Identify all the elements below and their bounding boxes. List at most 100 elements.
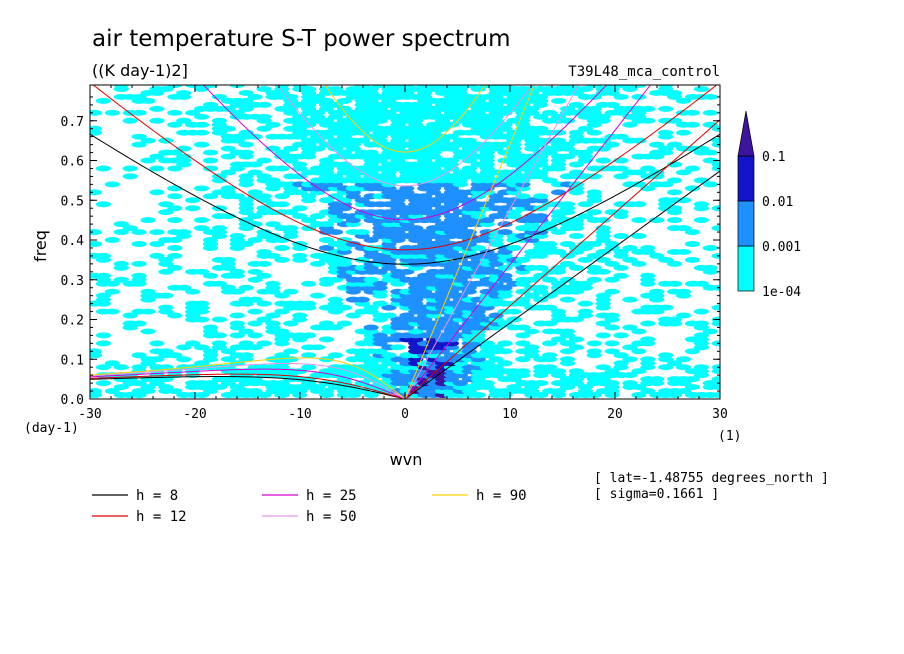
spectrum-cell [559, 260, 576, 267]
spectrum-cell [622, 296, 638, 303]
rossby-curve [90, 373, 406, 399]
spectrum-cell [711, 376, 720, 383]
spectrum-cell [220, 185, 236, 192]
spectrum-cell [149, 241, 165, 247]
spectrum-cell [131, 229, 147, 236]
spectrum-cell [381, 304, 397, 311]
spectrum-cell [301, 352, 317, 359]
spectrum-cell [318, 336, 335, 343]
spectrum-cell [318, 221, 335, 228]
colorbar-label: 0.001 [762, 240, 801, 255]
spectrum-cell [256, 340, 272, 347]
spectrum-cell [354, 197, 370, 204]
spectrum-cell [675, 312, 692, 319]
spectrum-cell [211, 332, 227, 339]
spectrum-cell [265, 121, 281, 128]
spectrum-cell [613, 233, 629, 240]
spectrum-cell [488, 344, 504, 351]
spectrum-cell [336, 304, 352, 311]
spectrum-cell [586, 276, 602, 283]
spectrum-cell [559, 348, 576, 355]
spectrum-cell [684, 185, 701, 192]
spectrum-cell [327, 229, 344, 236]
spectrum-cell [229, 332, 245, 339]
spectrum-cell [542, 320, 558, 327]
spectrum-cell [559, 153, 576, 160]
spectrum-cell [595, 364, 611, 371]
spectrum-cell [658, 352, 674, 359]
spectrum-cell [488, 356, 504, 363]
spectrum-cell [220, 169, 236, 176]
spectrum-cell [559, 117, 576, 124]
spectrum-cell [649, 217, 665, 224]
spectrum-cell [604, 368, 620, 375]
spectrum-cell [568, 368, 584, 375]
spectrum-cell [95, 165, 111, 172]
spectrum-cell [631, 217, 647, 224]
spectrum-cell [238, 197, 254, 204]
spectrum-cell [604, 324, 620, 331]
spectrum-cell [176, 229, 192, 236]
spectrum-cell [559, 141, 576, 148]
spectrum-cell [318, 320, 335, 327]
spectrum-cell [229, 268, 245, 275]
spectrum-cell [595, 332, 611, 339]
spectrum-cell [675, 169, 692, 176]
spectrum-cell [167, 109, 183, 116]
spectrum-cell [318, 97, 335, 104]
spectrum-cell [354, 137, 370, 144]
spectrum-cell [631, 201, 647, 208]
y-tick-label: 0.2 [61, 314, 84, 329]
spectrum-cell [149, 153, 165, 160]
spectrum-cell [202, 272, 219, 279]
spectrum-cell [247, 169, 263, 176]
spectrum-cell [274, 244, 290, 251]
spectrum-cell [247, 320, 263, 327]
spectrum-cell [586, 340, 602, 347]
spectrum-cell [568, 233, 584, 240]
spectrum-cell [479, 217, 495, 224]
spectrum-cell [613, 352, 629, 359]
spectrum-cell [256, 193, 272, 200]
spectrum-cell [131, 241, 147, 247]
spectrum-cell [283, 320, 299, 327]
spectrum-cell [702, 328, 718, 335]
spectrum-cell [684, 109, 701, 116]
spectrum-cell [613, 133, 629, 140]
spectrum-cell [658, 181, 674, 188]
spectrum-cell [211, 280, 227, 287]
spectrum-cell [640, 244, 656, 251]
spectrum-cell [622, 380, 638, 387]
spectrum-cell [711, 225, 720, 232]
spectrum-cell [131, 93, 147, 100]
x-tick-label: 30 [712, 407, 728, 422]
spectrum-cell [640, 320, 656, 327]
spectrum-cell [310, 260, 326, 267]
spectrum-cell [667, 280, 683, 287]
spectrum-cell [550, 248, 567, 255]
spectrum-cell [238, 352, 254, 359]
spectrum-cell [363, 324, 379, 331]
spectrum-cell [113, 276, 129, 283]
spectrum-cell [310, 93, 326, 100]
y-tick-label: 0.6 [61, 155, 84, 170]
spectrum-cell [238, 173, 254, 180]
spectrum-cell [684, 384, 701, 391]
spectrum-cell [452, 380, 468, 387]
spectrum-cell [131, 352, 147, 359]
spectrum-cell [372, 348, 388, 355]
spectrum-cell [149, 189, 165, 196]
spectrum-cell [158, 209, 174, 216]
x-axis: -30 -20 -10 0 10 20 30 [78, 85, 728, 422]
spectrum-cell [479, 360, 495, 367]
spectrum-cell [568, 336, 584, 343]
spectrum-cell [542, 276, 558, 283]
spectrum-cell [559, 85, 576, 88]
spectrum-cell [318, 117, 335, 124]
spectrum-cell [193, 185, 210, 192]
spectrum-cell [167, 149, 183, 156]
spectrum-cell [622, 121, 638, 128]
spectrum-cell [693, 332, 709, 339]
spectrum-cell [292, 205, 308, 212]
spectrum-cell [220, 348, 236, 355]
